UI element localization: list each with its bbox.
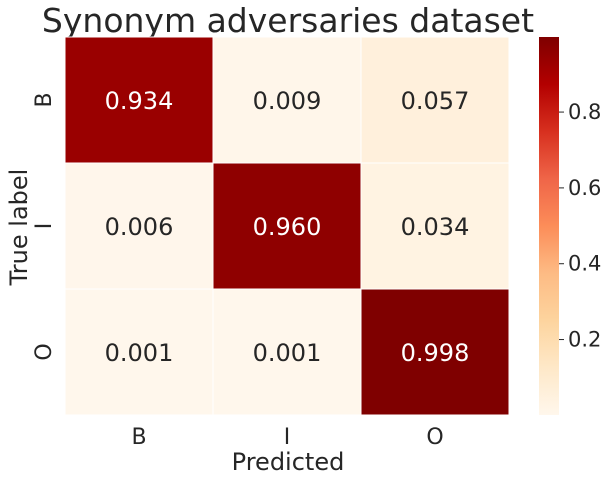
cell-value-label: 0.934	[105, 87, 174, 115]
cell-value-label: 0.009	[253, 87, 322, 115]
cell-value-label: 0.006	[105, 213, 174, 241]
colorbar-tick-label: 0.2	[568, 328, 601, 352]
x-axis-label: Predicted	[232, 448, 345, 476]
y-tick-label: I	[32, 223, 57, 230]
cell-value-label: 0.057	[401, 87, 470, 115]
heatmap-cell	[64, 288, 214, 416]
chart-title: Synonym adversaries dataset	[42, 1, 534, 40]
colorbar-tick-label: 0.6	[568, 176, 601, 200]
y-tick-label: O	[32, 343, 57, 360]
cell-value-label: 0.960	[253, 213, 322, 241]
colorbar-ticks: 0.2 0.4 0.6 0.8	[559, 100, 601, 352]
colorbar-tick-label: 0.4	[568, 252, 601, 276]
cell-value-label: 0.034	[401, 213, 470, 241]
y-axis-label: True label	[5, 169, 33, 287]
heatmap-cell	[360, 288, 510, 416]
heatmap-cells: 0.934 0.009 0.057 0.006 0.960 0.034 0.001 0.001…	[64, 36, 510, 416]
y-tick-label: B	[32, 92, 57, 107]
x-tick-label: I	[284, 425, 291, 450]
x-tick-label: B	[131, 425, 146, 450]
cell-value-label: 0.001	[105, 339, 174, 367]
y-tick-labels: B I O	[32, 92, 57, 360]
colorbar-tick-label: 0.8	[568, 100, 601, 124]
heatmap-cell	[64, 36, 214, 164]
heatmap-cell	[212, 162, 362, 290]
x-tick-label: O	[426, 425, 443, 450]
heatmap-cell	[212, 288, 362, 416]
heatmap-cell	[212, 36, 362, 164]
heatmap-cell	[360, 162, 510, 290]
cell-value-label: 0.001	[253, 339, 322, 367]
heatmap-cell	[360, 36, 510, 164]
colorbar	[539, 37, 559, 415]
cell-value-label: 0.998	[401, 339, 470, 367]
heatmap-cell	[64, 162, 214, 290]
